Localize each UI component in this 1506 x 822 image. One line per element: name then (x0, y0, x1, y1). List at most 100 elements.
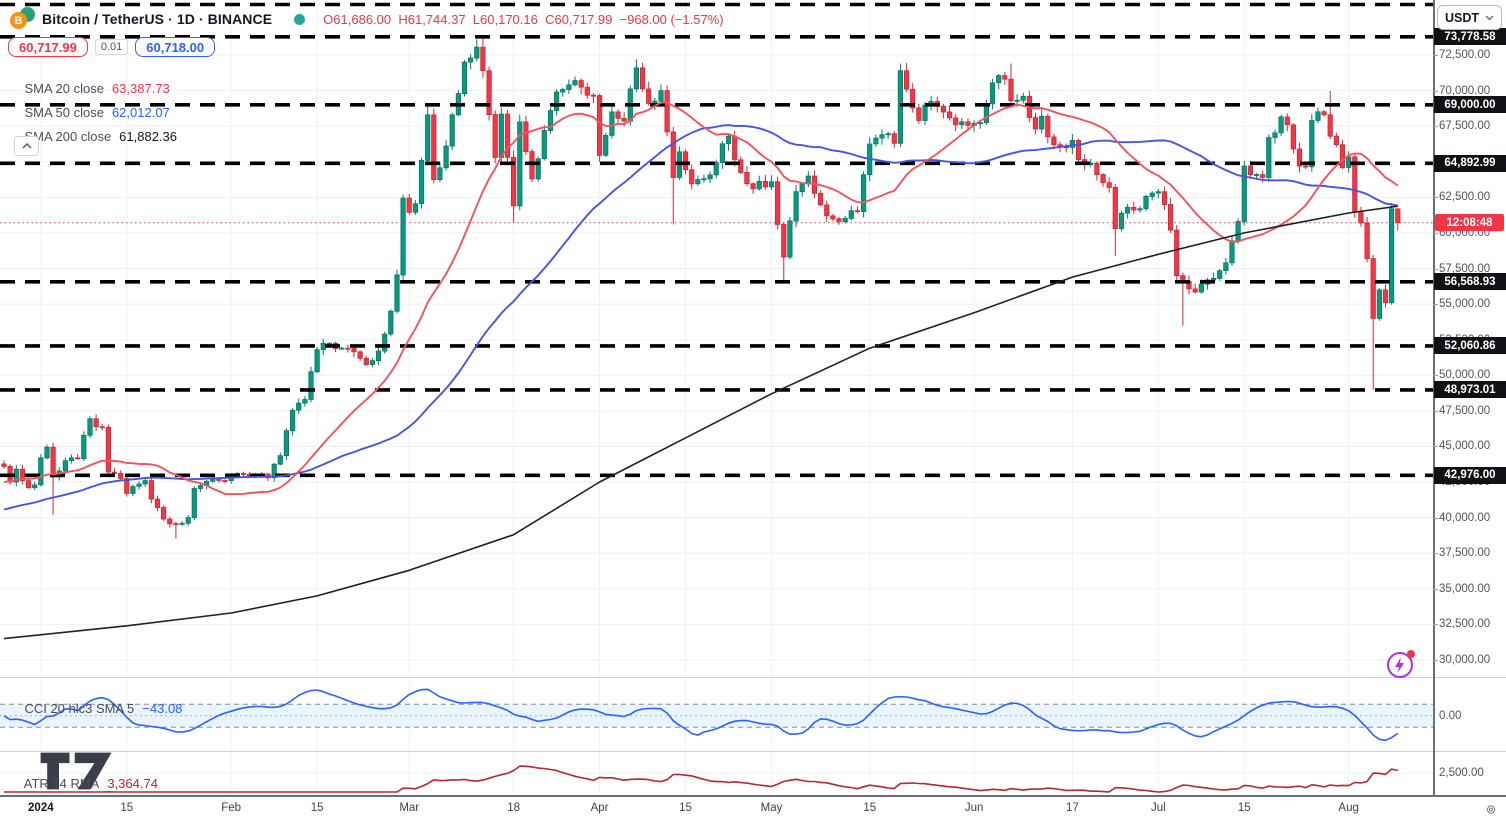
price-axis-label: 40,000.00 (1439, 511, 1491, 524)
price-axis-tick (1433, 517, 1438, 519)
atr-legend-row[interactable]: ATR 14 RMA 3,364.74 (10, 761, 158, 806)
axis-settings-button[interactable] (1480, 799, 1502, 819)
chevron-down-icon (1485, 15, 1494, 20)
time-axis-label: Mar (399, 802, 420, 814)
candles-layer (1, 36, 1401, 539)
sma20-legend-label: SMA 20 close (24, 81, 104, 96)
lightning-icon (1395, 657, 1404, 673)
time-axis-label: 2024 (28, 802, 54, 814)
level-price-badge: 73,778.58 (1434, 28, 1506, 46)
cci-legend-value: −43.08 (142, 701, 183, 716)
price-axis-tick (1433, 268, 1438, 270)
sma50-legend-value: 62,012.07 (111, 105, 170, 120)
ohlc-values: O61,686.00 H61,744.37 L60,170.16 C60,717… (323, 11, 724, 27)
price-axis-tick (1433, 55, 1438, 56)
symbol-title: Bitcoin / TetherUS · 1D · BINANCE (42, 11, 273, 27)
price-axis-tick (1433, 232, 1438, 234)
sma200-legend-value: 61,882.36 (119, 129, 178, 144)
pane-separator-cci[interactable] (0, 677, 1506, 678)
time-axis-label: May (760, 802, 783, 814)
level-price-badge: 48,973.01 (1434, 381, 1506, 399)
level-price-badge: 69,000.00 (1434, 96, 1506, 114)
symbol-pair-logo: B (8, 7, 38, 31)
price-axis-label: 57,500.00 (1439, 262, 1491, 275)
tradingview-watermark-logo (40, 752, 112, 790)
price-axis-label: 50,000.00 (1439, 369, 1491, 382)
atr-legend-value: 3,364.74 (107, 776, 158, 791)
currency-dropdown-button[interactable]: USDT (1437, 5, 1502, 30)
price-axis-label: 32,500.00 (1439, 618, 1491, 631)
indicator-lines-layer (3, 688, 1399, 793)
boost-button[interactable] (1385, 648, 1417, 680)
price-axis-label: 35,000.00 (1439, 582, 1491, 595)
time-axis-label: 15 (120, 802, 134, 814)
sma50-legend-label: SMA 50 close (24, 105, 104, 120)
price-axis-label: 45,000.00 (1439, 440, 1491, 453)
time-axis-label: Jul (1150, 802, 1166, 814)
sma50-legend-row[interactable]: SMA 50 close 62,012.07 (10, 90, 170, 135)
price-axis-label: 37,500.00 (1439, 547, 1491, 560)
price-axis-tick (1433, 197, 1438, 199)
time-axis-label: 15 (310, 802, 324, 814)
price-axis-tick (1433, 375, 1438, 377)
price-axis-label: 70,000.00 (1439, 84, 1491, 97)
pane-separator-atr[interactable] (0, 751, 1506, 752)
atr-legend-label: ATR 14 RMA (23, 776, 100, 791)
spread-value: 0.01 (94, 39, 129, 55)
cci-legend-label: CCI 20 hlc3 SMA 5 (24, 701, 135, 716)
gear-icon (1486, 805, 1496, 813)
price-axis-tick (1433, 126, 1438, 128)
time-axis-label: 15 (1237, 802, 1251, 814)
price-axis-tick (1433, 553, 1438, 555)
countdown-badge: 12:08:48 (1435, 214, 1504, 232)
sell-price-button[interactable]: 60,717.99 (8, 37, 88, 57)
time-axis-label: Apr (590, 802, 609, 814)
atr-axis-label: 2,500.00 (1439, 767, 1484, 779)
cci-band-layer (0, 703, 1433, 728)
buy-price-button[interactable]: 60,718.00 (135, 37, 216, 57)
price-axis-tick (1433, 588, 1438, 590)
time-axis-border (0, 795, 1506, 797)
gridlines-layer (0, 0, 1433, 795)
time-axis-label: Feb (221, 802, 242, 814)
price-axis-label: 62,500.00 (1439, 191, 1491, 204)
symbol-header: B Bitcoin / TetherUS · 1D · BINANCE O61,… (8, 7, 724, 31)
legend-collapse-button[interactable] (14, 136, 39, 156)
order-panel: 60,717.99 0.01 60,718.00 (8, 37, 216, 57)
price-axis-tick (1433, 624, 1438, 626)
price-axis-tick (1433, 446, 1438, 448)
cci-legend-row[interactable]: CCI 20 hlc3 SMA 5 −43.08 (10, 686, 182, 731)
level-lines-layer (0, 2, 1433, 478)
price-axis-tick (1433, 410, 1438, 412)
time-axis-label: 15 (863, 802, 877, 814)
moving-averages-layer (3, 101, 1399, 640)
time-axis-label: 15 (679, 802, 692, 814)
time-axis-label: Aug (1338, 802, 1359, 814)
time-axis-label: Jun (964, 802, 984, 814)
market-status-dot-icon[interactable] (294, 13, 306, 25)
chart-canvas[interactable] (0, 0, 1433, 795)
price-axis-label: 67,500.00 (1439, 120, 1491, 133)
currency-label: USDT (1445, 10, 1480, 25)
price-axis-tick (1433, 659, 1438, 661)
price-axis-label: 72,500.00 (1439, 49, 1491, 61)
level-price-badge: 42,976.00 (1434, 466, 1506, 484)
sma20-legend-row[interactable]: SMA 20 close 63,387.73 (10, 66, 170, 111)
price-axis-tick (1433, 90, 1438, 92)
bitcoin-logo-icon: B (10, 12, 27, 29)
price-axis-label: 47,500.00 (1439, 404, 1491, 417)
cci-axis-label: 0.00 (1439, 709, 1462, 722)
level-price-badge: 56,568.93 (1434, 273, 1506, 291)
price-axis-label: 30,000.00 (1439, 653, 1491, 666)
level-price-badge: 52,060.86 (1434, 337, 1506, 355)
level-price-badge: 64,892.99 (1434, 154, 1506, 172)
price-axis-label: 55,000.00 (1439, 298, 1491, 311)
time-axis[interactable]: 2024 15 Feb 15 Mar 18 Apr 15 May 15 Jun 17 Jul 15 Aug (0, 797, 1506, 822)
chevron-up-icon (21, 143, 32, 149)
notification-dot (1407, 650, 1415, 658)
time-axis-label: 17 (1065, 802, 1079, 814)
time-axis-label: 18 (507, 802, 521, 814)
price-axis-tick (1433, 304, 1438, 306)
sma20-legend-value: 63,387.73 (111, 81, 170, 96)
